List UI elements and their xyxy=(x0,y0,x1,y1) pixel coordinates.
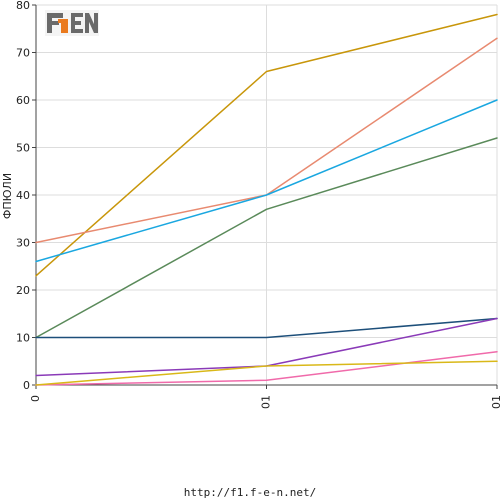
x-tick-label: 01 xyxy=(490,395,500,409)
y-tick-label: 40 xyxy=(16,189,30,202)
x-tick-label: 0 xyxy=(29,395,42,402)
series-lines xyxy=(35,13,498,386)
y-tick-label: 80 xyxy=(16,0,30,12)
series-line-8 xyxy=(35,360,498,386)
y-tick-label: 70 xyxy=(16,47,30,60)
series-line-4 xyxy=(35,137,498,339)
series-line-5 xyxy=(35,317,498,339)
y-tick-label: 60 xyxy=(16,94,30,107)
tick-labels: 0 10 20 30 40 50 60 70 80 0 01 01 xyxy=(16,0,500,409)
y-tick-label: 50 xyxy=(16,142,30,155)
y-tick-label: 10 xyxy=(16,332,30,345)
y-axis-title: ФПЮЛИ xyxy=(1,173,14,219)
series-line-1 xyxy=(35,13,498,277)
axes xyxy=(32,4,498,389)
series-line-7 xyxy=(35,351,498,386)
y-tick-label: 0 xyxy=(23,379,30,392)
y-tick-label: 20 xyxy=(16,284,30,297)
y-tick-label: 30 xyxy=(16,237,30,250)
x-tick-label: 01 xyxy=(260,395,273,409)
footer-url[interactable]: http://f1.f-e-n.net/ xyxy=(183,486,317,499)
f1en-logo xyxy=(45,10,99,36)
series-line-3 xyxy=(35,99,498,263)
